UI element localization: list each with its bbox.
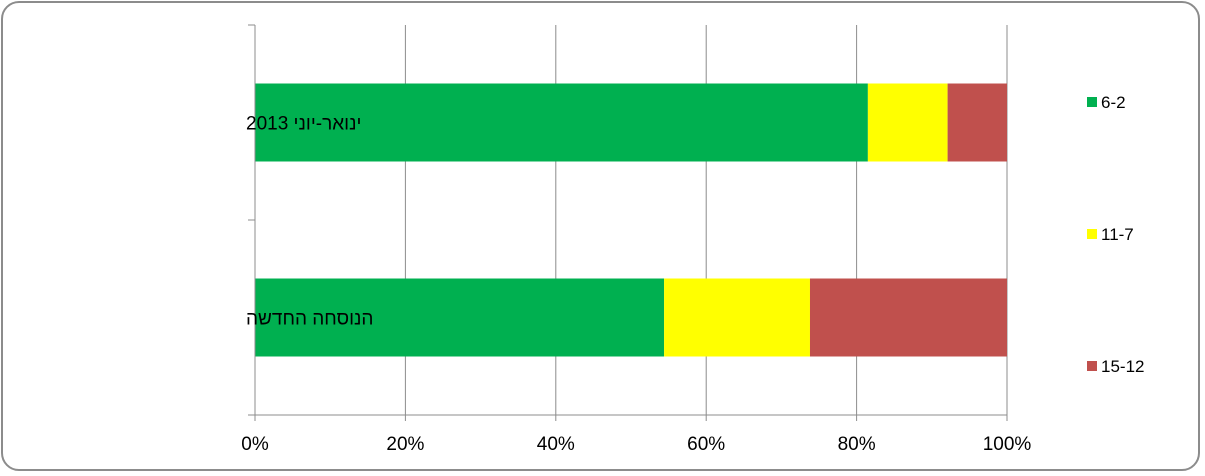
legend-label: 6-2 [1101,93,1126,112]
bar-segment-15-12-cat-0 [947,83,1007,162]
legend-label: 15-12 [1101,357,1144,376]
x-tick-label: 80% [838,434,876,455]
bars [255,83,1007,357]
bar-segment-6-2-cat-1 [255,278,665,357]
bar-segment-11-7-cat-0 [867,83,948,162]
axes [248,24,1008,421]
category-label: הנוסחה החדשה [246,309,373,330]
bar-segment-11-7-cat-1 [664,278,810,357]
x-tick-labels: 0% 20% 40% 60% 80% 100% [241,434,1031,455]
bar-segment-6-2-cat-0 [255,83,868,162]
legend-label: 11-7 [1101,225,1134,244]
x-tick-label: 20% [386,434,424,455]
bar-segment-15-12-cat-1 [809,278,1007,357]
legend-swatch [1087,97,1097,107]
x-tick-label: 40% [537,434,575,455]
category-labels: ינואר-יוני 2013 הנוסחה החדשה [246,114,373,330]
x-tick-label: 100% [983,434,1032,455]
x-tick-label: 0% [241,434,269,455]
legend-swatch [1087,361,1097,371]
x-tick-label: 60% [687,434,725,455]
legend-swatch [1087,229,1097,239]
legend: 6-2 11-7 15-12 [1087,93,1144,376]
category-label: ינואר-יוני 2013 [246,114,361,135]
